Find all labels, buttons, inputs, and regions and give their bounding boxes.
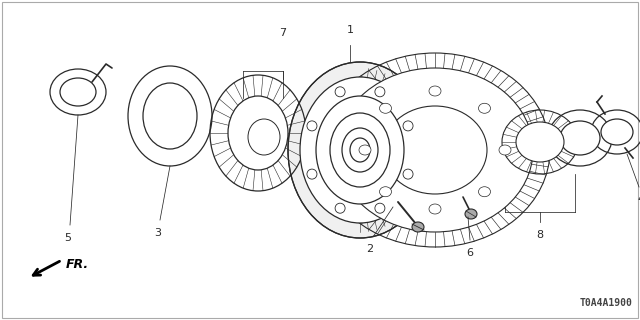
Text: T0A4A1900: T0A4A1900 (579, 298, 632, 308)
Ellipse shape (516, 122, 564, 162)
Ellipse shape (429, 204, 441, 214)
Text: 6: 6 (467, 248, 474, 258)
Ellipse shape (359, 145, 371, 155)
Text: 1: 1 (346, 25, 353, 35)
Ellipse shape (335, 87, 345, 97)
Ellipse shape (375, 203, 385, 213)
Ellipse shape (228, 96, 288, 170)
Ellipse shape (337, 68, 533, 232)
Ellipse shape (375, 87, 385, 97)
Ellipse shape (403, 169, 413, 179)
Ellipse shape (465, 209, 477, 219)
Ellipse shape (60, 78, 96, 106)
Ellipse shape (479, 187, 490, 197)
Ellipse shape (350, 138, 370, 162)
Text: 7: 7 (280, 28, 287, 38)
Text: 8: 8 (536, 230, 543, 240)
Ellipse shape (560, 121, 600, 155)
Ellipse shape (335, 203, 345, 213)
Ellipse shape (248, 119, 280, 155)
Ellipse shape (288, 62, 432, 238)
Text: 5: 5 (65, 233, 72, 243)
Ellipse shape (307, 169, 317, 179)
Ellipse shape (412, 222, 424, 232)
Ellipse shape (307, 121, 317, 131)
Ellipse shape (330, 113, 390, 187)
Ellipse shape (316, 96, 404, 204)
Ellipse shape (143, 83, 197, 149)
Text: 3: 3 (154, 228, 161, 238)
Ellipse shape (380, 103, 392, 113)
Ellipse shape (479, 103, 490, 113)
Text: 2: 2 (367, 244, 374, 254)
Ellipse shape (380, 187, 392, 197)
Ellipse shape (601, 119, 633, 145)
Ellipse shape (499, 145, 511, 155)
Text: 4: 4 (637, 194, 640, 204)
Ellipse shape (429, 86, 441, 96)
Ellipse shape (300, 77, 420, 223)
Text: FR.: FR. (66, 259, 89, 271)
Ellipse shape (342, 128, 378, 172)
Ellipse shape (403, 121, 413, 131)
